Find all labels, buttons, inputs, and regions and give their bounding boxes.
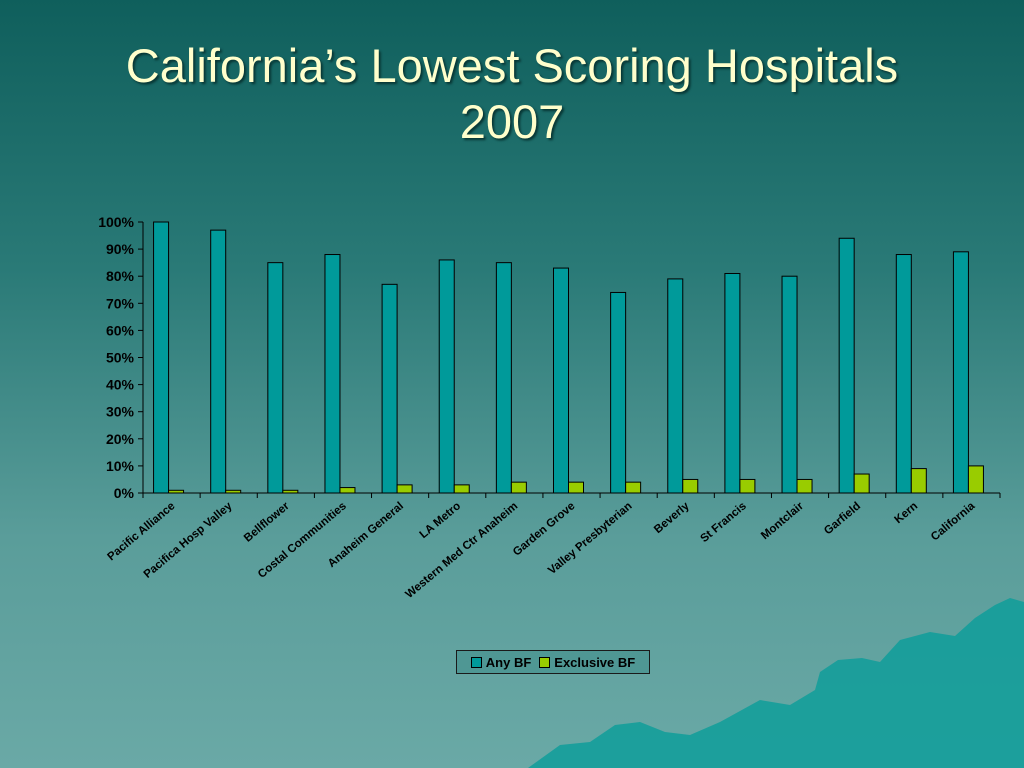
bar-exclusive-bf — [568, 481, 584, 494]
chart-legend: Any BF Exclusive BF — [456, 650, 650, 674]
bar-any-bf — [381, 283, 398, 494]
legend-swatch-any-bf — [470, 656, 482, 668]
y-tick-label: 20% — [106, 431, 135, 447]
decorative-coastline — [528, 598, 1024, 768]
bar-any-bf — [895, 254, 912, 494]
bar-any-bf — [838, 237, 855, 494]
x-tick-label: Bellflower — [242, 500, 292, 545]
bar-exclusive-bf — [168, 489, 185, 494]
bar-any-bf — [667, 278, 684, 494]
x-tick-label: LA Metro — [418, 500, 464, 541]
legend-label-exclusive-bf: Exclusive BF — [554, 654, 636, 670]
x-tick-label: Kern — [892, 500, 920, 526]
bar-exclusive-bf — [225, 489, 242, 494]
bar-any-bf — [724, 272, 741, 494]
bar-exclusive-bf — [453, 484, 470, 494]
legend-swatch-exclusive-bf — [539, 656, 551, 668]
x-tick-label: California — [929, 500, 978, 544]
plot-area: 0%10%20%30%40%50%60%70%80%90%100%Pacific… — [98, 214, 1001, 601]
bar-any-bf — [267, 262, 284, 494]
bar-any-bf — [153, 221, 170, 494]
x-tick-label: Garfield — [822, 500, 863, 537]
y-tick-label: 60% — [106, 322, 135, 338]
bar-exclusive-bf — [853, 473, 870, 494]
bar-any-bf — [781, 275, 798, 494]
bar-exclusive-bf — [796, 478, 813, 494]
x-tick-label: St Francis — [699, 500, 749, 545]
title-line-1: California’s Lowest Scoring Hospitals — [125, 39, 899, 92]
y-tick-label: 70% — [106, 295, 135, 311]
bar-any-bf — [952, 251, 969, 494]
x-tick-label: Beverly — [652, 500, 692, 536]
y-tick-label: 10% — [106, 458, 135, 474]
bar-exclusive-bf — [967, 465, 984, 494]
bar-exclusive-bf — [682, 478, 699, 494]
y-tick-label: 50% — [106, 350, 135, 366]
bar-any-bf — [610, 291, 627, 494]
y-tick-label: 40% — [106, 377, 135, 393]
legend-item-any-bf: Any BF — [470, 654, 532, 670]
bar-exclusive-bf — [739, 478, 756, 494]
bar-exclusive-bf — [282, 489, 299, 494]
slide-title: California’s Lowest Scoring Hospitals 20… — [0, 38, 1024, 150]
y-tick-label: 30% — [106, 404, 135, 420]
bar-any-bf — [438, 259, 455, 494]
x-tick-label: Montclair — [759, 500, 806, 542]
legend-item-exclusive-bf: Exclusive BF — [539, 655, 635, 670]
bar-exclusive-bf — [625, 481, 642, 494]
x-tick-label: Western Med Ctr Anaheim — [403, 500, 520, 601]
bar-any-bf — [210, 229, 227, 494]
bar-exclusive-bf — [510, 481, 527, 494]
y-tick-label: 0% — [114, 485, 135, 501]
bar-any-bf — [553, 267, 569, 494]
title-line-2: 2007 — [459, 95, 565, 148]
legend-label-any-bf: Any BF — [485, 654, 532, 670]
bar-exclusive-bf — [396, 484, 413, 494]
y-tick-label: 90% — [106, 241, 135, 257]
y-tick-label: 80% — [106, 268, 135, 284]
bar-any-bf — [495, 262, 512, 494]
bar-exclusive-bf — [339, 487, 356, 494]
bar-any-bf — [324, 254, 341, 494]
bar-exclusive-bf — [910, 468, 927, 494]
y-tick-label: 100% — [98, 214, 134, 230]
